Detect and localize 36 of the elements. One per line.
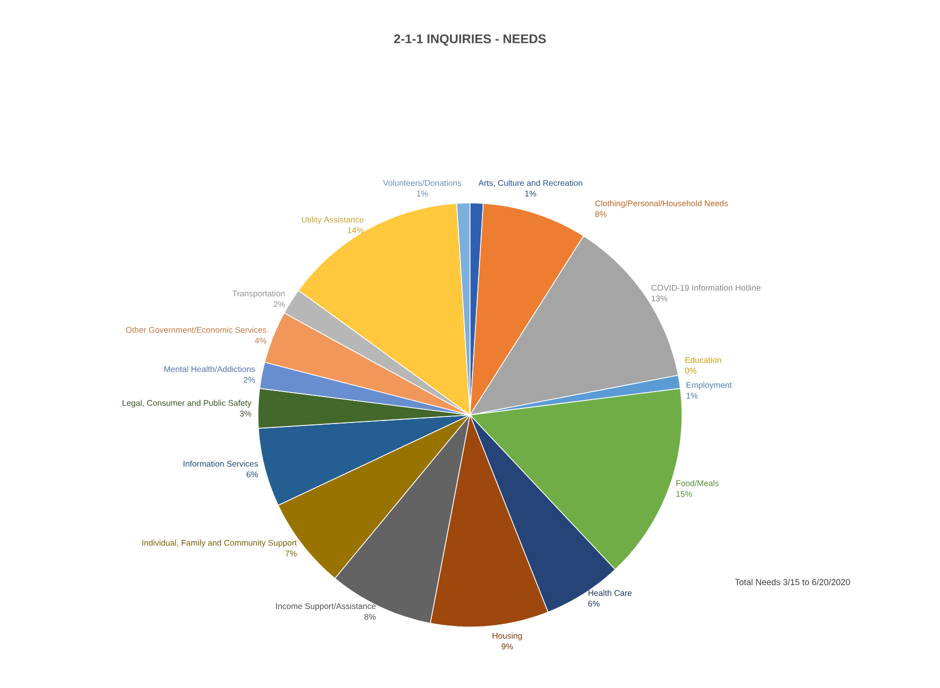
data-label: 8% (595, 211, 607, 217)
data-label: 14% (348, 227, 364, 234)
text: Total Needs 3/15 to 6/20/2020 (734, 578, 850, 586)
slice-label: Arts, Culture and Recreation (478, 180, 582, 187)
data-label: 3% (240, 410, 252, 417)
data-label: 8% (364, 614, 376, 620)
slice-label: Health Care (588, 590, 632, 596)
slice-label: Mental Health/Addictions (164, 366, 255, 372)
data-label: 13% (652, 296, 668, 302)
data-label: 2% (244, 376, 255, 383)
slice-label: Housing (492, 632, 522, 640)
data-label: 1% (525, 190, 536, 196)
data-label: 6% (246, 471, 258, 478)
data-label: 1% (416, 190, 428, 196)
data-label: 4% (254, 338, 266, 344)
slice-label: COVID-19 Information Hotline (652, 284, 760, 291)
slice-label: Clothing/Personal/Household Needs (595, 200, 728, 208)
data-label: 7% (285, 550, 297, 556)
slice-label: Volunteers/Donations (383, 180, 462, 186)
slice-label: Individual, Family and Community Support (142, 540, 297, 548)
category-label: Education (685, 356, 721, 363)
slice-label: Utility Assistance (302, 216, 364, 224)
slice-label: Income Support/Assistance (276, 602, 376, 611)
data-label: 6% (588, 600, 600, 607)
data-label: 15% (676, 491, 692, 497)
data-label: 9% (502, 644, 513, 650)
slice-label: Information Services (184, 460, 258, 467)
slice-label: Legal, Consumer and Public Safety (122, 400, 252, 408)
slice-label: Food/Meals (676, 480, 719, 486)
data-label: 2% (274, 301, 285, 308)
slice-label: Employment (686, 382, 732, 390)
slice-label: Transportation (232, 290, 285, 298)
text: 0% (685, 368, 696, 374)
data-label: 1% (686, 392, 698, 399)
slice-label: Other Government/Economic Services (126, 326, 266, 333)
chart-title: 2-1-1 INQUIRIES - NEEDS (394, 34, 546, 46)
